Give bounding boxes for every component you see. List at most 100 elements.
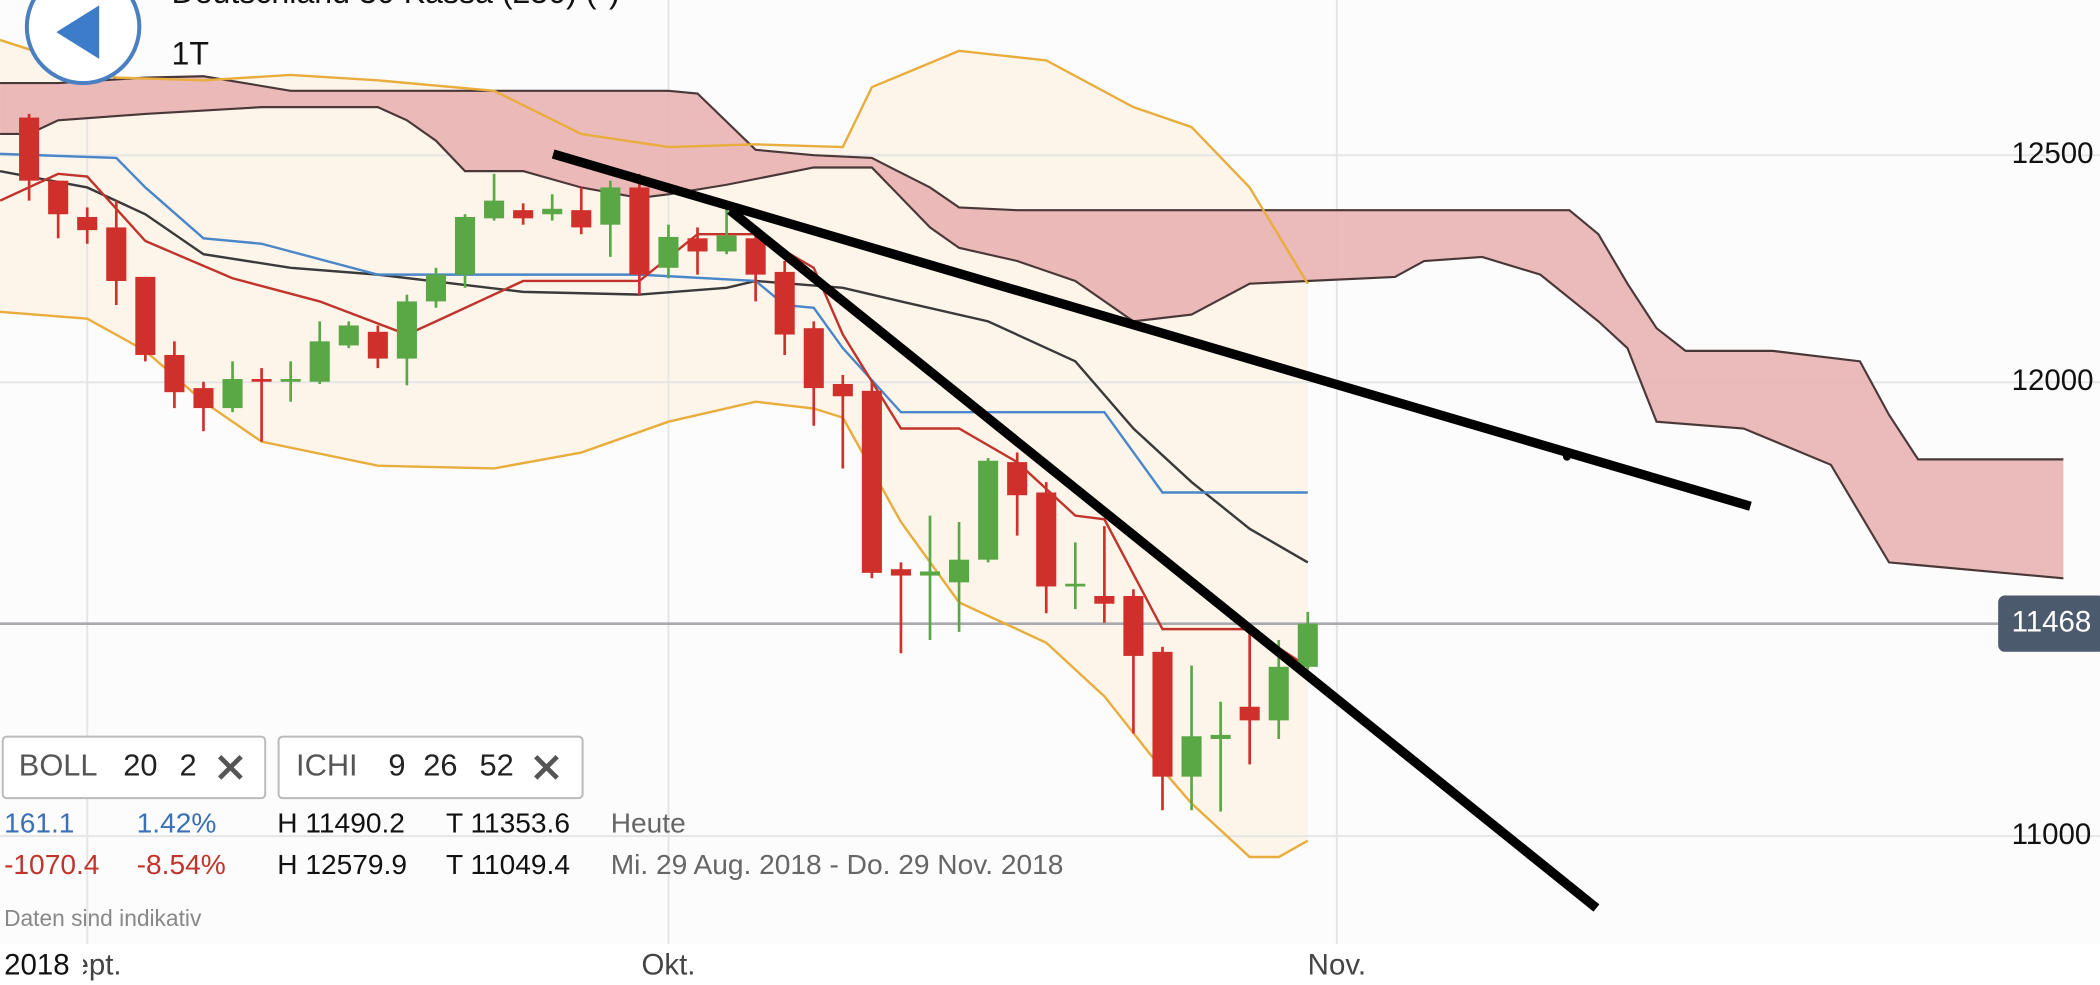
disclaimer: Daten sind indikativ [4,905,202,931]
y-tick-label: 12000 [2012,364,2094,397]
candle-body [687,238,708,252]
year-label-bg [0,948,84,985]
change: 161.1 [4,807,74,838]
candle-body [454,216,476,275]
cloud-edge [0,106,2064,580]
x-tick-label: Nov. [1308,949,1366,982]
stats: 161.1 1.42% H 11490.2 T 11353.6 Heute -1… [4,807,1063,931]
candle-body [280,379,301,382]
cloud-edge [0,75,2064,461]
candle-body [571,210,592,228]
candle-body [978,460,999,560]
candle-body [1123,595,1144,656]
candle-body [164,354,185,393]
trendline-handle [1562,452,1571,461]
candle-body [1297,623,1318,667]
candle-body [890,569,911,576]
year-label: 2018 [4,949,70,982]
candle-body [425,274,447,302]
y-tick-label: 11000 [2012,818,2092,851]
price-badge-label: 11468 [2012,605,2092,638]
candle-body [1239,706,1260,721]
candle-body [135,276,156,355]
change: -1070.4 [4,849,99,880]
header: Deutschland 30 Kassa (250) (*) 1T [24,0,620,86]
candle-body [803,328,824,389]
candle-body [48,180,69,215]
candle-body [338,325,359,346]
candle-body [1210,734,1231,739]
ichi-chip[interactable]: ICHI 9 26 52 [277,735,584,800]
chip-name: ICHI [296,748,358,783]
high: H 12579.9 [277,849,407,880]
trendline [551,149,1752,511]
chip-param: 2 [180,748,197,783]
candle-body [919,571,941,576]
candle-body [1181,736,1202,777]
candle-body [716,235,737,252]
candle-body [658,236,679,268]
timeframe[interactable]: 1T [171,36,209,72]
candle-body [309,341,330,382]
candle-body [19,117,40,181]
chip-param: 20 [123,748,157,783]
chip-name: BOLL [19,748,98,783]
instrument-title: Deutschland 30 Kassa (250) (*) [171,0,619,10]
marks-layer [0,38,1318,859]
period: Mi. 29 Aug. 2018 - Do. 29 Nov. 2018 [611,849,1064,880]
indicator-chips: BOLL 20 2 ICHI 9 26 52 [1,735,584,800]
candle-body [396,301,417,359]
candle-body [77,216,98,231]
candle-body [1094,595,1115,604]
candle-body [1152,651,1173,777]
y-tick-label: 12500 [2012,137,2094,170]
candle-body [251,379,272,382]
low: T 11353.6 [446,807,570,838]
candle-body [222,379,243,409]
chip-param: 52 [479,748,513,783]
candle-body [774,271,795,335]
ichimoku-cloud [0,76,2064,579]
candle-body [1065,583,1086,587]
candle-body [629,187,650,275]
x-tick-label: Okt. [641,949,695,982]
chip-remove[interactable] [534,755,559,780]
back-arrow[interactable] [56,5,100,59]
x-axis-band [0,944,2100,985]
change-pct: -8.54% [137,849,226,880]
candle-body [367,331,388,359]
candle-body [513,210,534,219]
boll-chip[interactable]: BOLL 20 2 [1,735,267,800]
price-badge [1998,595,2100,652]
chip-remove[interactable] [218,755,243,780]
candle-body [484,200,505,219]
indicator-line [0,169,1309,564]
candle-body [861,390,882,573]
period: Heute [611,807,686,838]
low: T 11049.4 [446,849,570,880]
trendline [726,206,1600,912]
indicator-line [0,38,1309,285]
chip-param: 9 [388,748,405,783]
candle-body [193,388,214,409]
candle-body [542,208,563,215]
candle-body [1036,492,1057,587]
candle-body [106,227,127,281]
candle-body [1007,462,1028,496]
back-button[interactable] [24,0,142,86]
candle-body [949,559,970,583]
change-pct: 1.42% [137,807,217,838]
candle-body [1268,666,1289,721]
candle-body [832,384,853,397]
chip-box[interactable] [277,735,584,800]
candle-body [600,187,621,225]
chip-param: 26 [423,748,457,783]
chip-box[interactable] [1,735,267,800]
trendlines [551,149,1752,912]
high: H 11490.2 [277,807,405,838]
